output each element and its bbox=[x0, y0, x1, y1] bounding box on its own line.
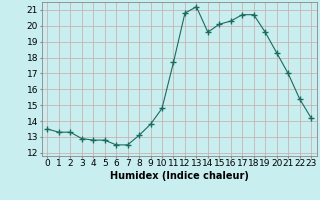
X-axis label: Humidex (Indice chaleur): Humidex (Indice chaleur) bbox=[110, 171, 249, 181]
